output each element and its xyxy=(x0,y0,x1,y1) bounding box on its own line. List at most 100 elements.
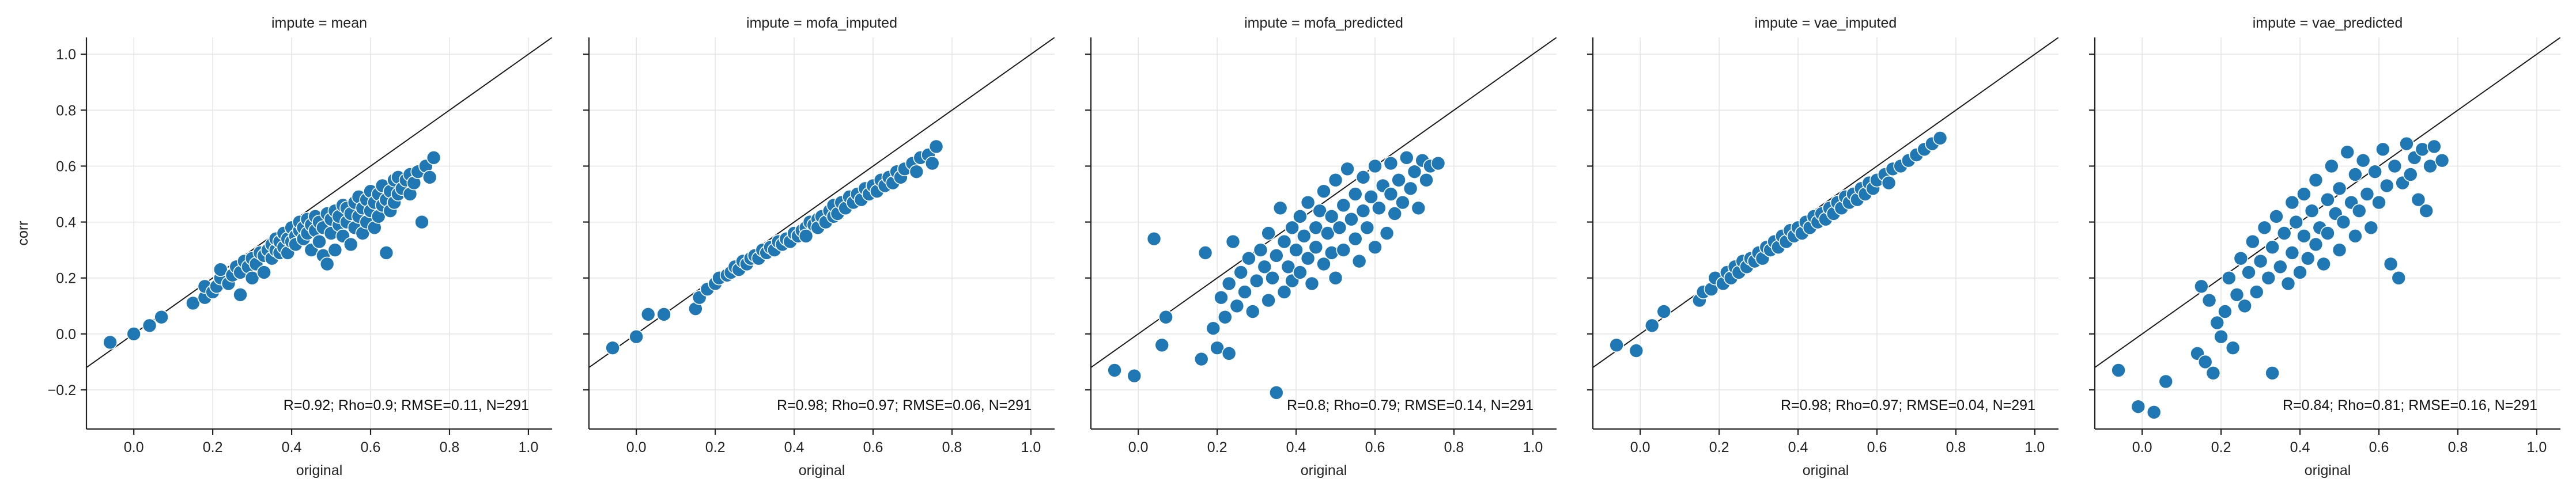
data-point xyxy=(1276,284,1292,299)
data-point xyxy=(2222,270,2237,286)
data-point xyxy=(1328,172,1343,188)
x-tick-label: 0.6 xyxy=(1365,439,1385,456)
data-point xyxy=(1221,276,1237,291)
data-point xyxy=(1359,220,1375,236)
x-tick-label: 0.4 xyxy=(784,439,804,456)
data-point xyxy=(213,262,228,277)
data-point xyxy=(186,295,201,311)
data-point xyxy=(244,270,260,286)
x-tick-label: 0.4 xyxy=(1286,439,1306,456)
data-point xyxy=(2332,181,2347,196)
scatter-panel-5: 0.0 0.2 0.4 0.6 0.8 1.0 impute = vae_predicted… xyxy=(2089,15,2560,479)
x-tick-label: 0.2 xyxy=(1207,439,1227,456)
x-tick-label: 0.8 xyxy=(440,439,460,456)
x-tick-label: 0.6 xyxy=(2369,439,2389,456)
data-point xyxy=(1387,206,1403,221)
data-point xyxy=(1198,245,1213,260)
data-point xyxy=(1218,309,1233,325)
data-point xyxy=(798,229,814,244)
x-tick-label: 0.4 xyxy=(1788,439,1808,456)
data-point xyxy=(2292,265,2307,280)
data-point xyxy=(2367,164,2382,179)
scatter-panel-4: 0.0 0.2 0.4 0.6 0.8 1.0 impute = vae_imputedor… xyxy=(1587,15,2058,479)
data-point xyxy=(1304,276,1320,291)
data-point xyxy=(1368,158,1383,174)
stats-annotation: R=0.98; Rho=0.97; RMSE=0.04, N=291 xyxy=(1781,397,2035,413)
data-point xyxy=(1221,346,1237,361)
data-point xyxy=(1300,251,1316,266)
data-point xyxy=(1261,293,1276,308)
data-point xyxy=(1257,259,1272,275)
data-point xyxy=(2249,284,2264,299)
data-point xyxy=(2229,287,2245,302)
data-point xyxy=(126,327,141,341)
data-point xyxy=(1193,351,1209,367)
x-tick-label: 1.0 xyxy=(1021,439,1041,456)
stats-annotation: R=0.98; Rho=0.97; RMSE=0.06, N=291 xyxy=(777,397,1032,413)
data-point xyxy=(1296,229,1312,244)
x-axis-label: original xyxy=(1301,462,1347,479)
data-point xyxy=(1237,284,1252,299)
data-point xyxy=(1154,337,1170,353)
x-tick-label: 0.2 xyxy=(203,439,223,456)
identity-line xyxy=(1091,37,1557,369)
data-point xyxy=(1253,242,1268,257)
x-tick-label: 0.2 xyxy=(1709,439,1729,456)
panel-title: impute = vae_predicted xyxy=(2253,15,2403,31)
x-tick-label: 0.8 xyxy=(2448,439,2468,456)
data-point xyxy=(1368,240,1383,255)
x-tick-label: 0.6 xyxy=(361,439,381,456)
data-point xyxy=(2434,153,2450,168)
data-point xyxy=(2391,270,2407,286)
x-tick-label: 0.0 xyxy=(1630,439,1650,456)
data-point xyxy=(142,318,157,333)
data-point xyxy=(1308,240,1324,255)
data-point xyxy=(2411,192,2426,207)
data-point xyxy=(1363,189,1378,204)
data-point xyxy=(2225,340,2241,355)
panel-title: impute = mofa_predicted xyxy=(1244,15,1403,31)
data-point xyxy=(1281,259,1296,275)
data-point xyxy=(1351,253,1367,269)
data-point xyxy=(2269,209,2284,224)
data-point xyxy=(327,242,343,257)
data-point xyxy=(2273,259,2288,275)
data-point xyxy=(2261,270,2276,286)
data-point xyxy=(2320,226,2335,241)
data-point xyxy=(1629,343,1644,358)
data-point xyxy=(1324,209,1339,224)
data-point xyxy=(1249,273,1264,289)
data-point xyxy=(1158,309,1173,325)
data-point xyxy=(1225,234,1241,249)
y-tick-label: 0.6 xyxy=(56,158,76,174)
data-point xyxy=(2351,203,2367,218)
panel-title: impute = vae_imputed xyxy=(1755,15,1897,31)
data-point xyxy=(1265,270,1280,286)
x-tick-label: 0.0 xyxy=(2132,439,2152,456)
identity-line xyxy=(2095,37,2560,369)
data-point xyxy=(2297,187,2311,202)
data-point xyxy=(2197,354,2213,370)
data-point xyxy=(2308,172,2324,188)
data-point xyxy=(1316,256,1331,272)
data-point xyxy=(1229,298,1245,314)
data-point xyxy=(312,234,327,249)
data-point xyxy=(1355,170,1371,185)
x-tick-label: 0.4 xyxy=(282,439,302,456)
data-point xyxy=(1379,226,1395,241)
stats-annotation: R=0.8; Rho=0.79; RMSE=0.14, N=291 xyxy=(1287,397,1533,413)
data-point xyxy=(1347,231,1363,246)
data-point xyxy=(2375,142,2390,157)
data-point xyxy=(1644,318,1660,333)
data-point xyxy=(1320,226,1335,241)
stats-annotation: R=0.92; Rho=0.9; RMSE=0.11, N=291 xyxy=(284,397,529,413)
data-point xyxy=(2399,136,2414,151)
panel-title: impute = mofa_imputed xyxy=(746,15,897,31)
data-point xyxy=(2218,304,2233,319)
data-point xyxy=(1656,304,1672,319)
data-point xyxy=(2146,405,2162,420)
data-point xyxy=(2403,167,2418,182)
y-axis-label: corr xyxy=(15,221,31,245)
data-point xyxy=(1308,220,1324,236)
